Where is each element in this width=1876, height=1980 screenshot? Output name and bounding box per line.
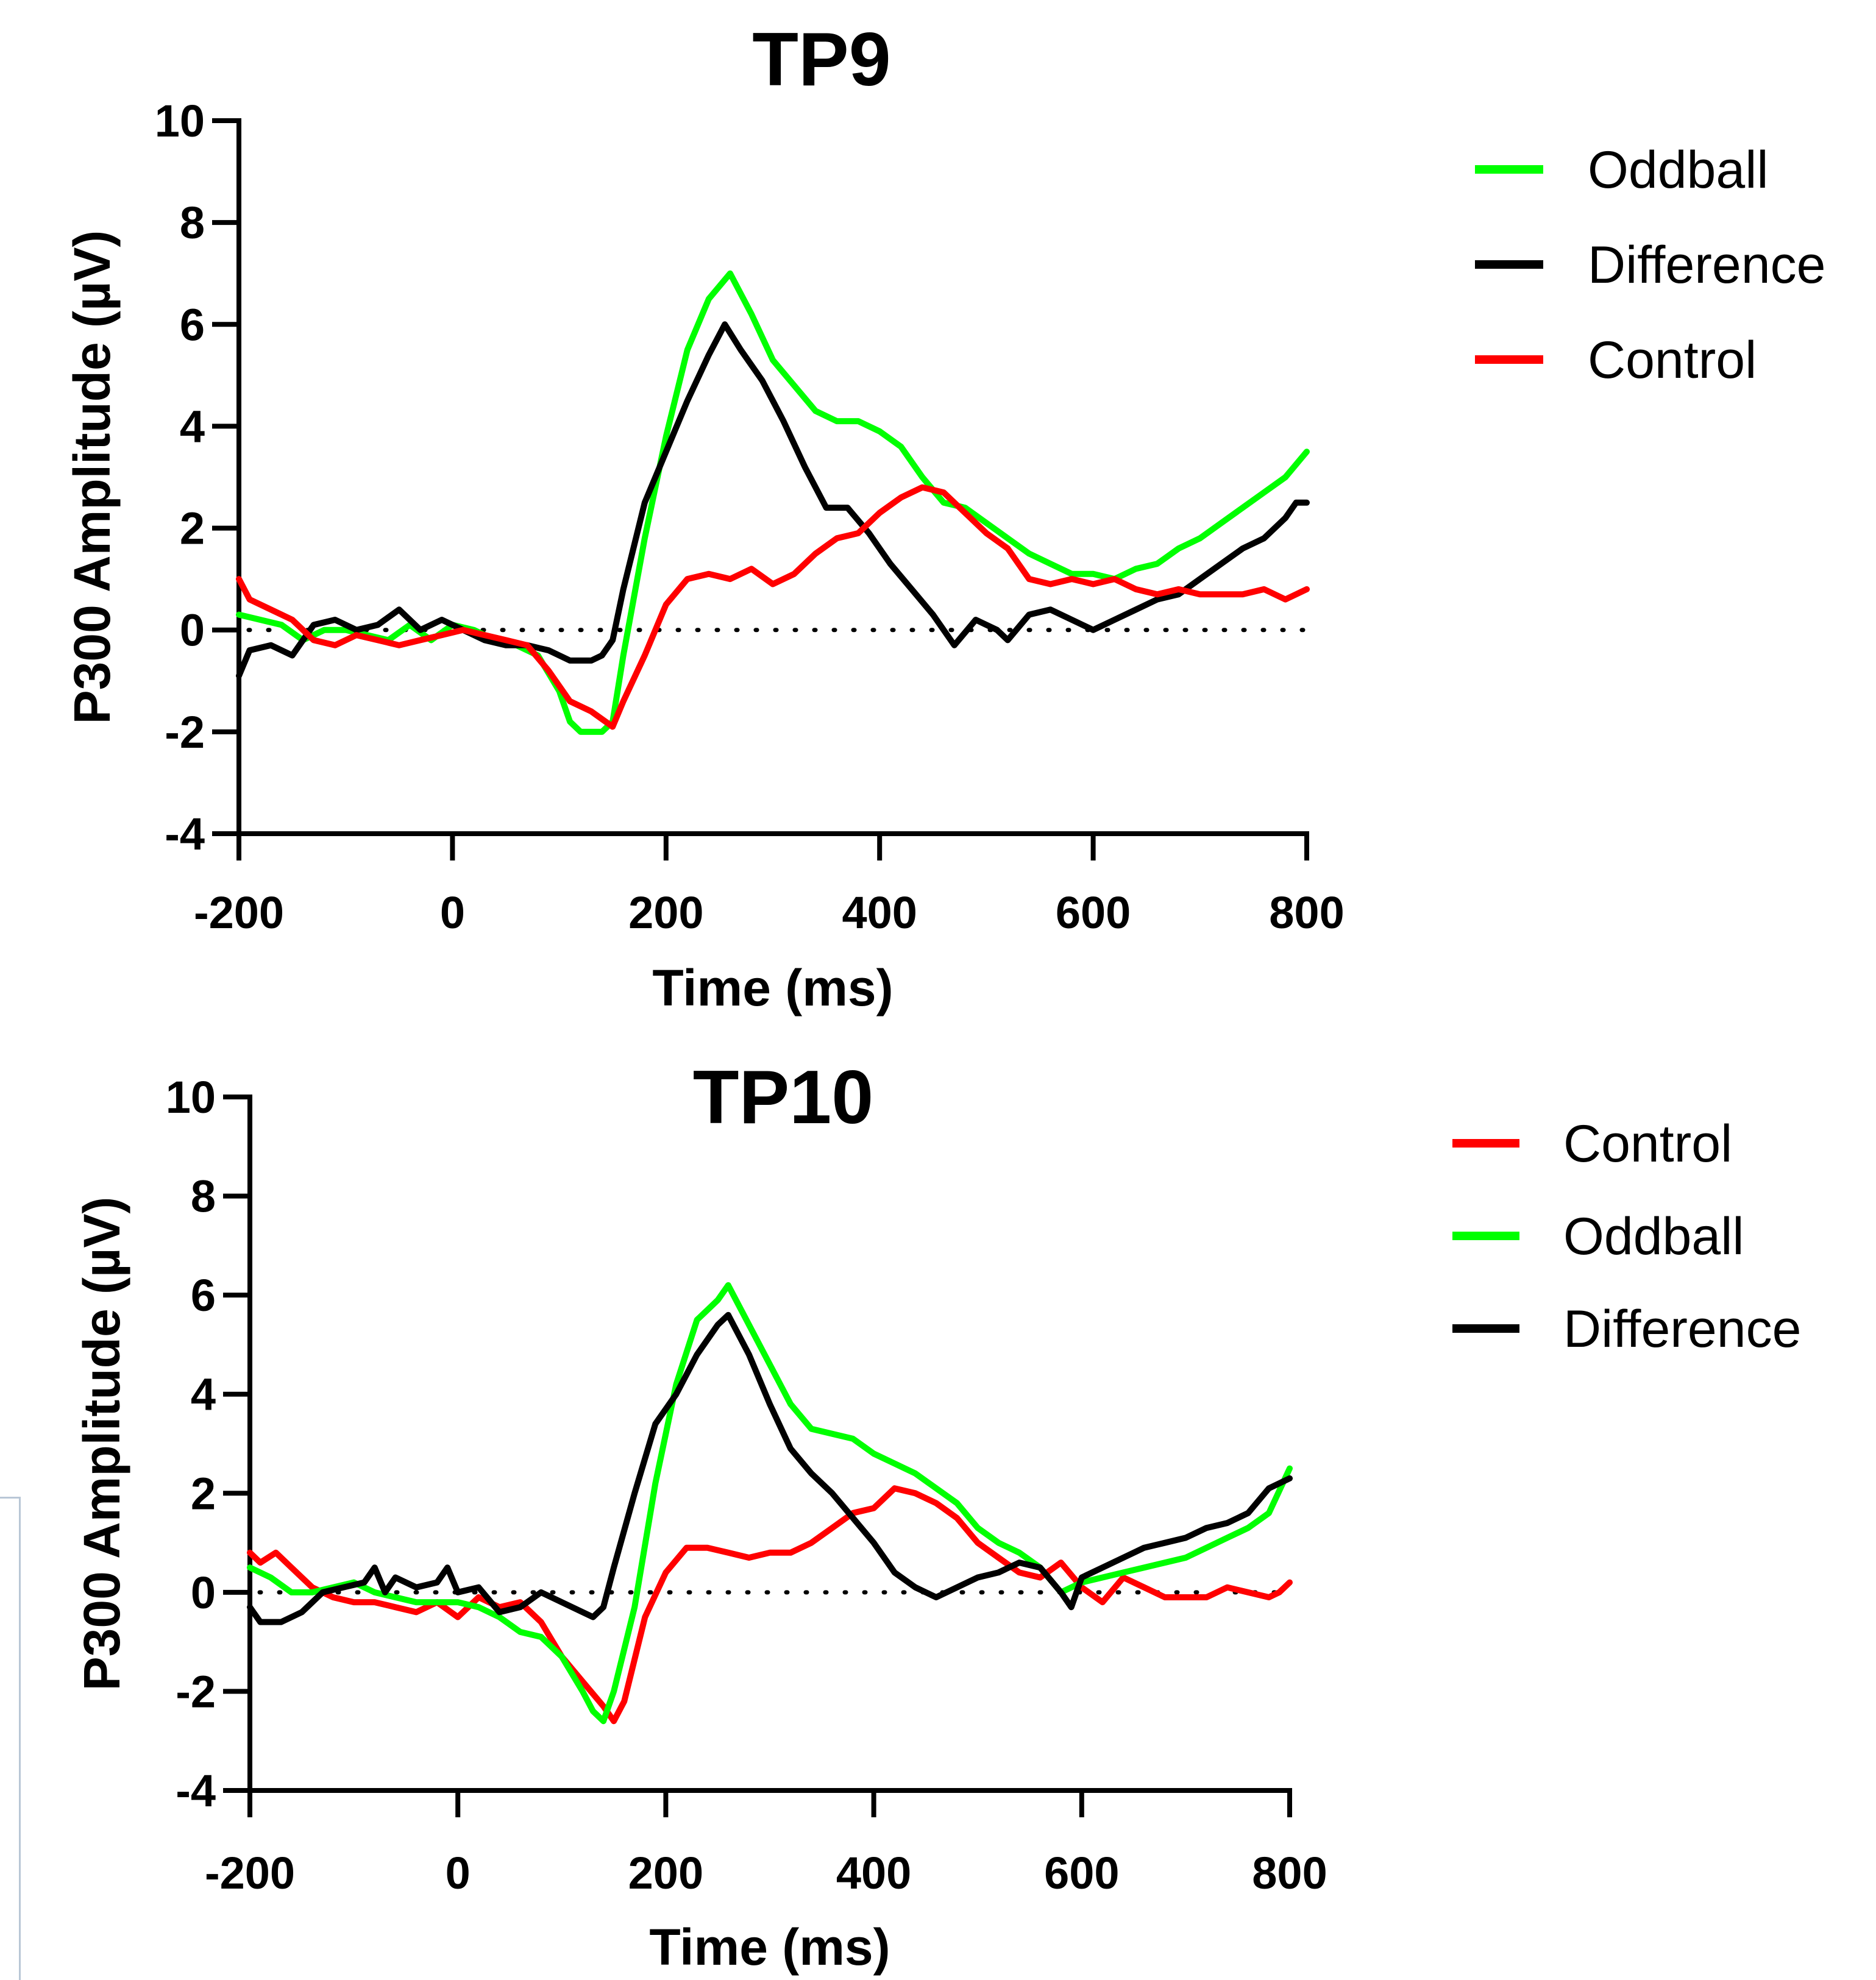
legend-label: Difference [1588,236,1825,294]
x-tick-label: 600 [1044,1848,1119,1898]
legend-label: Difference [1563,1300,1801,1358]
legend-label: Control [1563,1115,1732,1173]
legend: Control Oddball Difference [1452,1115,1801,1358]
y-tick-label: 8 [191,1171,216,1222]
y-tick-label: 8 [180,197,205,248]
y-tick-label: -2 [165,707,205,758]
y-axis-label: P300 Amplitude (µV) [73,1197,130,1691]
y-tick-label: -4 [165,809,205,859]
x-tick-label: 200 [628,887,703,938]
legend-item: Difference [1475,236,1825,294]
x-tick-label: -200 [205,1848,295,1898]
x-axis-label: Time (ms) [649,1918,890,1976]
x-tick-label: -200 [194,887,284,938]
y-tick-label: -4 [176,1765,216,1816]
series-line-oddball [236,270,1310,735]
legend-label: Oddball [1588,141,1768,199]
x-tick-label: 600 [1056,887,1131,938]
legend: Oddball Difference Control [1475,141,1825,389]
chart-title: TP9 [752,18,890,102]
chart-1: TP9 P300 Amplitude (µV) Time (ms) 10 8 6 4 2 0 -2… [63,18,1825,1017]
y-tick-label: 0 [191,1567,216,1618]
legend-item: Oddball [1475,141,1768,199]
series-line-difference [236,321,1310,679]
x-tick-label: 800 [1252,1848,1327,1898]
x-tick-label: 200 [628,1848,703,1898]
series-line-control [236,484,1310,730]
x-tick-label: 400 [842,887,917,938]
legend-label: Control [1588,331,1757,389]
x-axis-label: Time (ms) [652,959,893,1017]
chart-2: TP10 P300 Amplitude (µV) Time (ms) 10 8 6 4 2 0 -… [73,1056,1801,1976]
legend-item: Control [1452,1115,1732,1173]
legend-item: Control [1475,331,1757,389]
series-line-difference [247,1311,1293,1625]
y-tick-label: 10 [155,96,205,146]
y-tick-label: -2 [176,1666,216,1717]
x-tick-label: 0 [446,1848,471,1898]
legend-item: Difference [1452,1300,1801,1358]
y-axis-label: P300 Amplitude (µV) [63,230,121,725]
y-tick-label: 4 [180,401,205,452]
legend-item: Oddball [1452,1207,1744,1266]
y-tick-label: 10 [166,1072,216,1123]
y-tick-label: 6 [180,299,205,350]
legend-label: Oddball [1563,1207,1744,1266]
x-tick-label: 0 [440,887,465,938]
window-edge [0,1497,21,1980]
y-tick-label: 2 [191,1468,216,1519]
series-line-control [247,1485,1293,1725]
chart-title: TP10 [693,1056,873,1140]
y-tick-label: 6 [191,1270,216,1321]
y-tick-label: 2 [180,503,205,554]
x-tick-label: 800 [1269,887,1344,938]
series-line-oddball [247,1282,1293,1725]
x-tick-label: 400 [836,1848,911,1898]
y-tick-label: 0 [180,605,205,656]
y-tick-label: 4 [191,1369,216,1420]
